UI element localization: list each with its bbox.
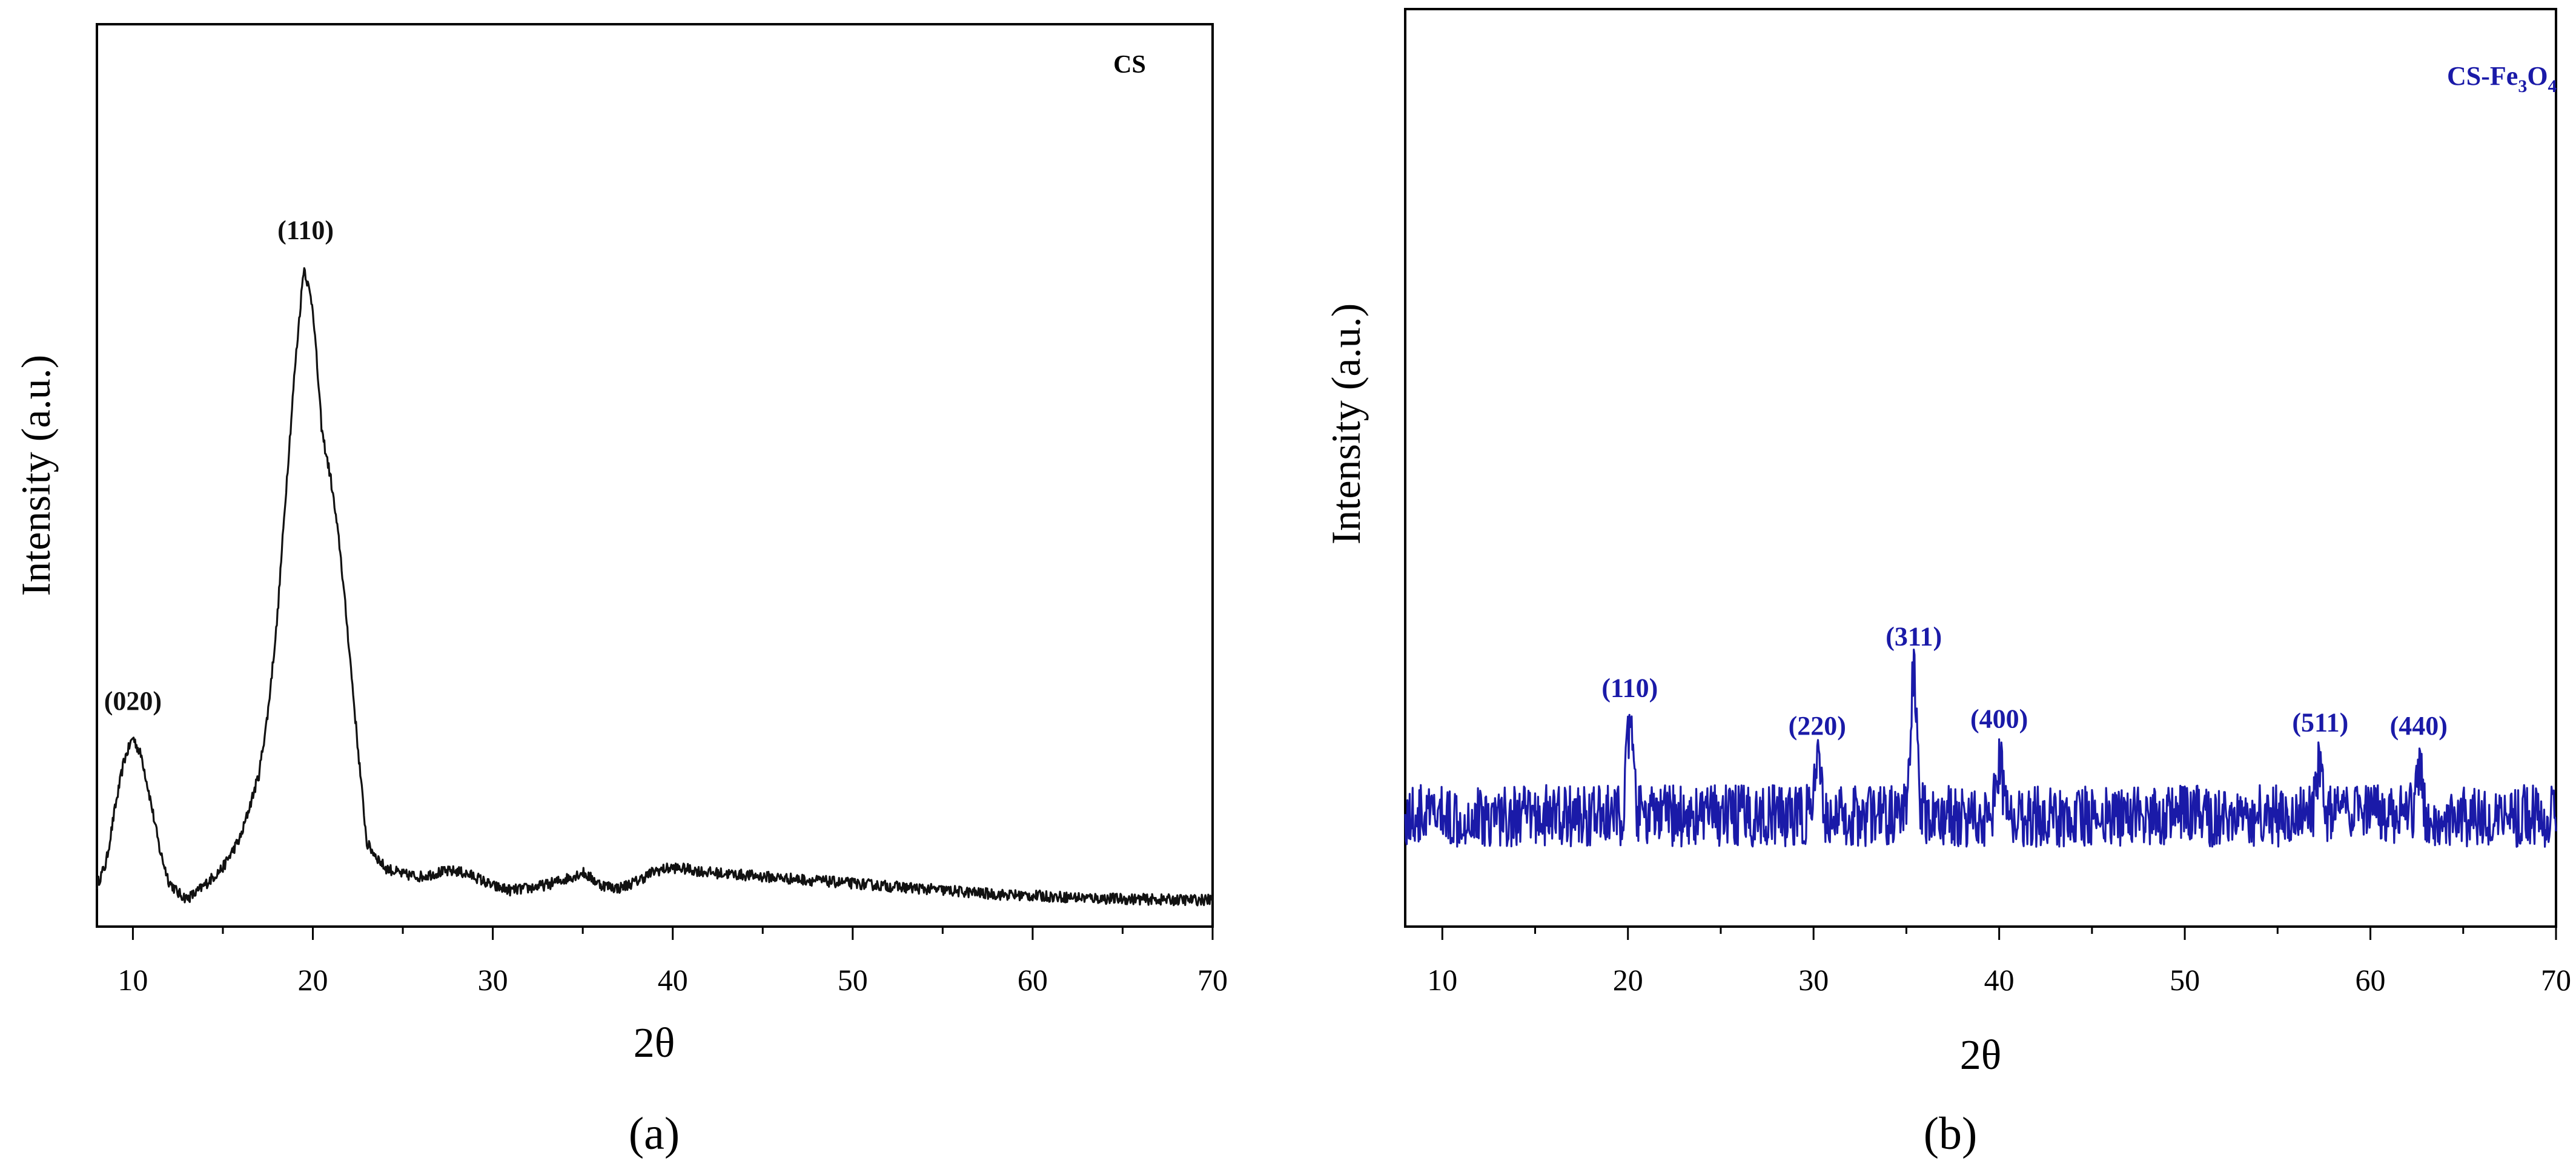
plot-frame-a — [96, 23, 1214, 928]
panel-b: 10 20 30 40 50 60 70 (110) (220) (311) (400) (511)… — [1323, 8, 2571, 1159]
peak-labels-a: (020) (110) — [104, 215, 334, 715]
x-axis-label-b: 2θ — [1960, 1032, 2002, 1079]
x-tick-label: 20 — [298, 963, 328, 997]
peak-label: (020) — [104, 686, 162, 716]
peak-label: (110) — [277, 215, 334, 245]
peak-label: (311) — [1886, 621, 1942, 651]
peak-label: (110) — [1601, 673, 1658, 703]
x-tick-label: 30 — [478, 963, 508, 997]
x-tick-label: 10 — [1427, 963, 1457, 997]
peak-label: (400) — [1970, 704, 2028, 734]
peak-labels-b: (110) (220) (311) (400) (511) (440) — [1601, 621, 2448, 741]
caption-b: (b) — [1924, 1108, 1978, 1159]
plot-frame-b — [1404, 8, 2557, 928]
series-line-cs-fe3o4 — [1404, 648, 2557, 848]
x-tick-label: 50 — [2170, 963, 2200, 997]
x-axis-ticks-b: 10 20 30 40 50 60 70 — [1427, 927, 2571, 997]
series-line-cs — [96, 267, 1214, 907]
x-tick-label: 10 — [118, 963, 148, 997]
x-tick-label: 60 — [2356, 963, 2386, 997]
legend-label-cs-fe3o4: CS-Fe3O4 — [2447, 61, 2557, 96]
y-axis-label-a: Intensity (a.u.) — [13, 355, 59, 596]
x-tick-label: 70 — [1197, 963, 1228, 997]
peak-label: (440) — [2390, 711, 2448, 741]
x-tick-label: 50 — [838, 963, 868, 997]
x-axis-label-a: 2θ — [634, 1020, 675, 1066]
x-tick-label: 20 — [1613, 963, 1643, 997]
x-tick-label: 60 — [1018, 963, 1048, 997]
y-axis-label-b: Intensity (a.u.) — [1323, 303, 1369, 544]
x-tick-label: 40 — [658, 963, 688, 997]
x-axis-ticks-a: 10 20 30 40 50 60 70 — [118, 927, 1228, 997]
peak-label: (220) — [1789, 711, 1846, 741]
x-tick-label: 70 — [2541, 963, 2571, 997]
x-tick-label: 40 — [1984, 963, 2015, 997]
panel-a: 10 20 30 40 50 60 70 (020) (110) CS 2θ Intensit… — [13, 23, 1228, 1159]
x-tick-label: 30 — [1798, 963, 1829, 997]
peak-label: (511) — [2292, 707, 2348, 737]
legend-label-cs: CS — [1113, 51, 1146, 79]
caption-a: (a) — [629, 1108, 680, 1159]
